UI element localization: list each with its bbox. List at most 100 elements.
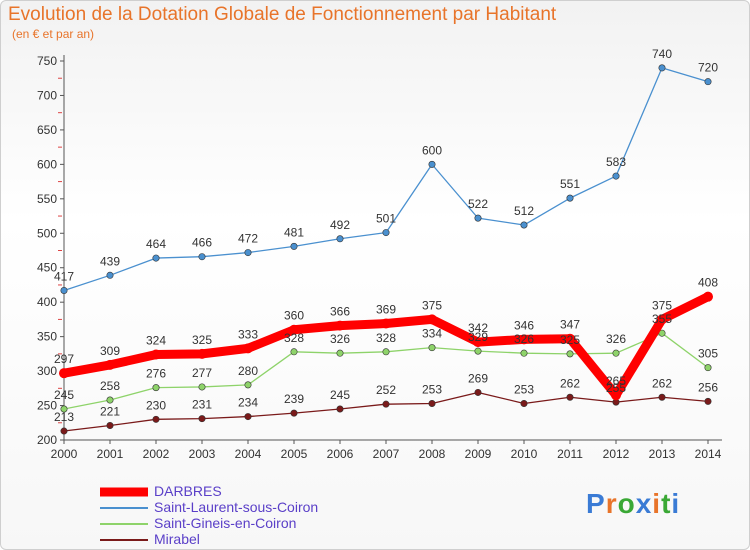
data-label-saint-laurent-sous-coiron: 501 <box>376 212 396 226</box>
x-tick-label: 2000 <box>51 447 78 461</box>
data-point-mirabel <box>382 400 390 408</box>
data-label-darbres: 347 <box>560 318 580 332</box>
data-point-saint-laurent-sous-coiron <box>520 221 528 229</box>
data-label-darbres: 375 <box>652 298 672 312</box>
data-label-mirabel: 256 <box>698 380 718 394</box>
data-label-darbres: 324 <box>146 334 166 348</box>
data-label-saint-gineis-en-coiron: 326 <box>330 332 350 346</box>
data-label-mirabel: 213 <box>54 410 74 424</box>
y-tick-label: 500 <box>37 226 57 240</box>
data-point-saint-laurent-sous-coiron <box>658 64 666 72</box>
data-label-saint-laurent-sous-coiron: 472 <box>238 232 258 246</box>
data-point-darbres <box>473 337 483 348</box>
data-label-saint-laurent-sous-coiron: 464 <box>146 237 166 251</box>
data-point-saint-gineis-en-coiron <box>474 347 482 355</box>
data-label-saint-gineis-en-coiron: 329 <box>468 330 488 344</box>
data-point-saint-gineis-en-coiron <box>428 344 436 352</box>
data-label-mirabel: 231 <box>192 398 212 412</box>
data-label-mirabel: 221 <box>100 405 120 419</box>
x-tick-label: 2003 <box>189 447 216 461</box>
x-tick-label: 2006 <box>327 447 354 461</box>
data-label-saint-gineis-en-coiron: 328 <box>284 331 304 345</box>
data-point-saint-gineis-en-coiron <box>382 348 390 356</box>
x-tick-label: 2001 <box>97 447 124 461</box>
data-point-saint-gineis-en-coiron <box>152 384 160 392</box>
x-tick-label: 2004 <box>235 447 262 461</box>
data-label-mirabel: 253 <box>514 382 534 396</box>
x-tick-label: 2007 <box>373 447 400 461</box>
data-point-darbres <box>427 314 437 325</box>
logo-letter: i <box>671 488 681 519</box>
data-label-saint-gineis-en-coiron: 355 <box>652 312 672 326</box>
y-tick-label: 450 <box>37 261 57 275</box>
data-label-saint-laurent-sous-coiron: 439 <box>100 254 120 268</box>
x-tick-label: 2009 <box>465 447 492 461</box>
data-label-darbres: 360 <box>284 309 304 323</box>
data-label-darbres: 369 <box>376 303 396 317</box>
data-label-saint-gineis-en-coiron: 326 <box>606 332 626 346</box>
y-tick-label: 300 <box>37 364 57 378</box>
data-point-darbres <box>565 333 575 344</box>
data-point-darbres <box>59 368 69 379</box>
logo-letter: o <box>617 488 636 519</box>
logo-letter: r <box>605 488 618 519</box>
data-point-mirabel <box>566 393 574 401</box>
x-tick-label: 2010 <box>511 447 538 461</box>
data-label-darbres: 346 <box>514 318 534 332</box>
x-tick-label: 2008 <box>419 447 446 461</box>
data-point-saint-laurent-sous-coiron <box>290 242 298 250</box>
data-label-mirabel: 262 <box>560 376 580 390</box>
data-label-saint-laurent-sous-coiron: 492 <box>330 218 350 232</box>
chart-legend: DARBRES Saint-Laurent-sous-Coiron Saint-… <box>100 483 380 548</box>
data-point-saint-laurent-sous-coiron <box>60 286 68 294</box>
data-label-saint-gineis-en-coiron: 245 <box>54 388 74 402</box>
data-label-saint-gineis-en-coiron: 326 <box>514 332 534 346</box>
chart-series-layer <box>59 64 713 435</box>
data-label-saint-laurent-sous-coiron: 583 <box>606 155 626 169</box>
data-label-mirabel: 230 <box>146 398 166 412</box>
data-label-darbres: 375 <box>422 298 442 312</box>
data-label-darbres: 297 <box>54 352 74 366</box>
data-label-darbres: 366 <box>330 305 350 319</box>
legend-label-mirabel: Mirabel <box>154 531 200 547</box>
data-label-saint-gineis-en-coiron: 325 <box>560 333 580 347</box>
data-point-saint-gineis-en-coiron <box>244 381 252 389</box>
series-line-saint-laurent-sous-coiron <box>63 67 709 292</box>
data-point-saint-laurent-sous-coiron <box>474 214 482 222</box>
data-point-mirabel <box>60 427 68 435</box>
data-label-saint-laurent-sous-coiron: 417 <box>54 269 74 283</box>
legend-swatch-saint-laurent <box>100 507 148 509</box>
data-point-saint-gineis-en-coiron <box>612 349 620 357</box>
legend-item-darbres: DARBRES <box>100 483 380 500</box>
y-tick-label: 550 <box>37 192 57 206</box>
y-tick-label: 700 <box>37 88 57 102</box>
data-point-darbres <box>381 318 391 329</box>
data-point-darbres <box>197 348 207 359</box>
chart-axes: 200 250 300 350 400 450 500 550 600 650 700 750 2000… <box>37 54 722 461</box>
data-point-saint-laurent-sous-coiron <box>244 249 252 257</box>
data-label-saint-laurent-sous-coiron: 512 <box>514 204 534 218</box>
data-label-mirabel: 262 <box>652 376 672 390</box>
data-point-saint-gineis-en-coiron <box>198 383 206 391</box>
data-point-saint-laurent-sous-coiron <box>428 160 436 168</box>
logo-letter: t <box>661 488 672 519</box>
data-point-saint-gineis-en-coiron <box>520 349 528 357</box>
data-label-darbres: 342 <box>468 321 488 335</box>
data-point-saint-laurent-sous-coiron <box>612 172 620 180</box>
data-point-saint-gineis-en-coiron <box>704 364 712 372</box>
data-point-saint-gineis-en-coiron <box>106 396 114 404</box>
data-point-mirabel <box>428 399 436 407</box>
data-label-saint-gineis-en-coiron: 277 <box>192 366 212 380</box>
data-label-saint-gineis-en-coiron: 305 <box>698 347 718 361</box>
proxiti-logo: Proxiti <box>586 488 680 520</box>
data-point-darbres <box>611 390 621 401</box>
legend-label-saint-laurent: Saint-Laurent-sous-Coiron <box>154 499 319 515</box>
data-point-saint-laurent-sous-coiron <box>336 235 344 243</box>
data-point-saint-gineis-en-coiron <box>290 348 298 356</box>
data-point-mirabel <box>520 399 528 407</box>
data-point-saint-laurent-sous-coiron <box>198 253 206 261</box>
legend-item-saint-laurent: Saint-Laurent-sous-Coiron <box>100 499 380 516</box>
data-point-saint-gineis-en-coiron <box>566 350 574 358</box>
